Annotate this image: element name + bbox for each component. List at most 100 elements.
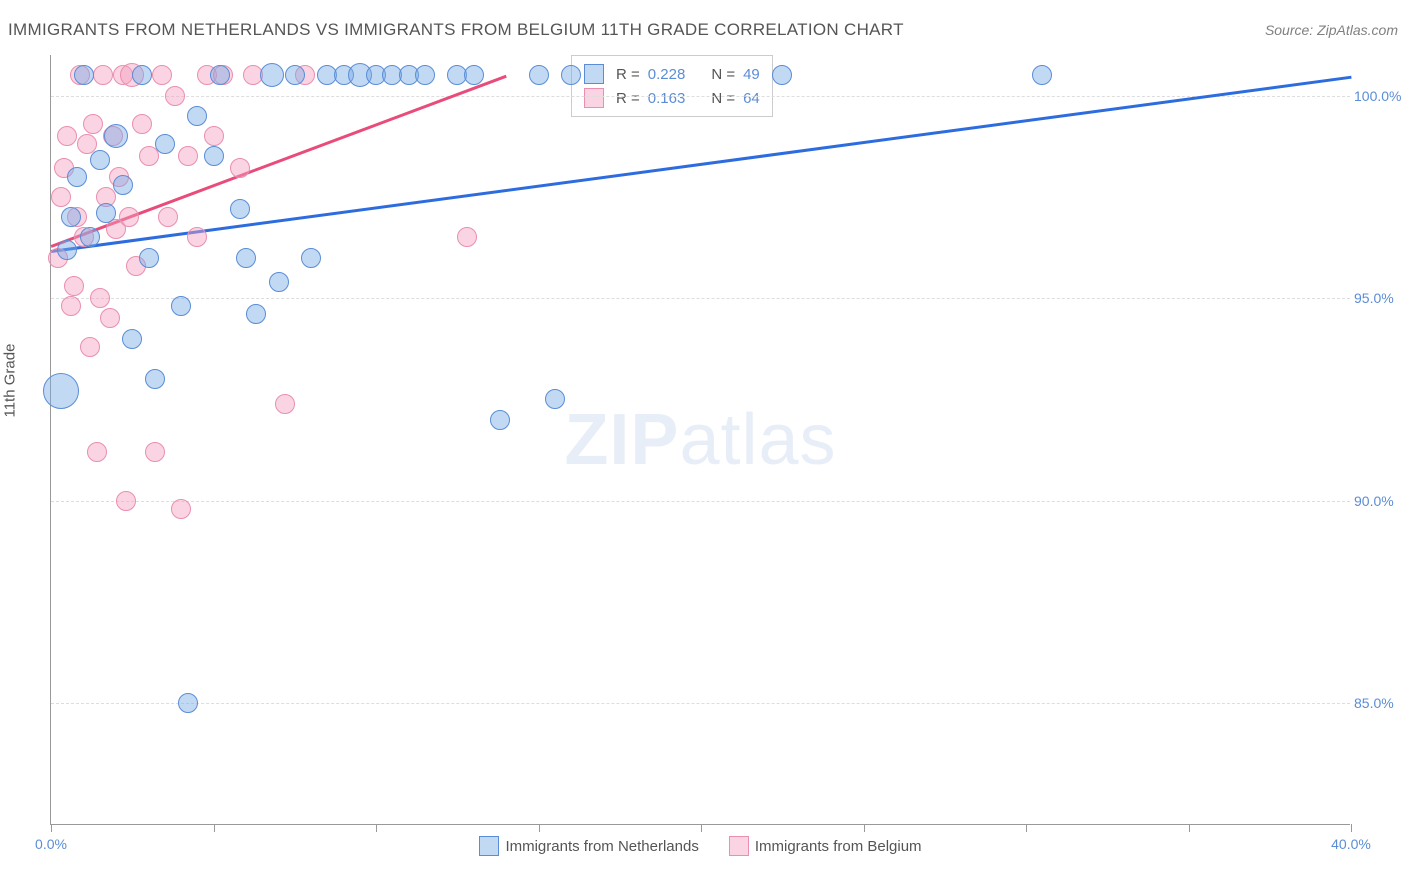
scatter-point xyxy=(119,207,139,227)
legend-item-netherlands: Immigrants from Netherlands xyxy=(479,836,698,856)
watermark-bold: ZIP xyxy=(564,400,679,480)
scatter-point xyxy=(158,207,178,227)
scatter-point xyxy=(132,65,152,85)
scatter-point xyxy=(1032,65,1052,85)
scatter-point xyxy=(171,296,191,316)
scatter-point xyxy=(561,65,581,85)
scatter-point xyxy=(269,272,289,292)
legend-swatch-belgium xyxy=(584,88,604,108)
legend-label-netherlands: Immigrants from Netherlands xyxy=(505,838,698,855)
scatter-point xyxy=(43,373,79,409)
x-tick xyxy=(539,824,540,832)
scatter-point xyxy=(93,65,113,85)
gridline xyxy=(51,298,1350,299)
scatter-point xyxy=(529,65,549,85)
scatter-point xyxy=(87,442,107,462)
scatter-point xyxy=(132,114,152,134)
scatter-point xyxy=(545,389,565,409)
scatter-point xyxy=(104,124,128,148)
x-tick xyxy=(1189,824,1190,832)
x-tick xyxy=(1351,824,1352,832)
scatter-point xyxy=(90,150,110,170)
x-tick xyxy=(51,824,52,832)
scatter-point xyxy=(96,203,116,223)
r-label: R = xyxy=(616,90,640,107)
scatter-point xyxy=(116,491,136,511)
scatter-point xyxy=(178,146,198,166)
n-value-belgium: 64 xyxy=(743,90,760,107)
scatter-point xyxy=(100,308,120,328)
scatter-point xyxy=(275,394,295,414)
scatter-point xyxy=(61,207,81,227)
x-tick xyxy=(376,824,377,832)
scatter-point xyxy=(464,65,484,85)
watermark-rest: atlas xyxy=(679,400,836,480)
scatter-point xyxy=(285,65,305,85)
scatter-plot-area: ZIPatlas R = 0.228 N = 49 R = 0.163 N = … xyxy=(50,55,1350,825)
scatter-point xyxy=(187,227,207,247)
scatter-point xyxy=(230,199,250,219)
scatter-point xyxy=(246,304,266,324)
scatter-point xyxy=(83,114,103,134)
n-value-netherlands: 49 xyxy=(743,66,760,83)
scatter-point xyxy=(67,167,87,187)
x-tick xyxy=(701,824,702,832)
gridline xyxy=(51,501,1350,502)
source-attribution: Source: ZipAtlas.com xyxy=(1265,22,1398,38)
title-bar: IMMIGRANTS FROM NETHERLANDS VS IMMIGRANT… xyxy=(8,20,1398,40)
y-tick-label: 95.0% xyxy=(1354,290,1406,306)
scatter-point xyxy=(80,227,100,247)
y-tick-label: 85.0% xyxy=(1354,695,1406,711)
scatter-point xyxy=(260,63,284,87)
scatter-point xyxy=(230,158,250,178)
scatter-point xyxy=(113,175,133,195)
legend-swatch-belgium xyxy=(729,836,749,856)
correlation-legend: R = 0.228 N = 49 R = 0.163 N = 64 xyxy=(571,55,773,117)
y-tick-label: 100.0% xyxy=(1354,88,1406,104)
scatter-point xyxy=(57,126,77,146)
x-tick xyxy=(1026,824,1027,832)
r-label: R = xyxy=(616,66,640,83)
scatter-point xyxy=(772,65,792,85)
gridline xyxy=(51,703,1350,704)
scatter-point xyxy=(61,296,81,316)
n-label: N = xyxy=(711,90,735,107)
x-tick xyxy=(864,824,865,832)
scatter-point xyxy=(171,499,191,519)
scatter-point xyxy=(74,65,94,85)
scatter-point xyxy=(152,65,172,85)
r-value-belgium: 0.163 xyxy=(648,90,686,107)
x-tick-label: 40.0% xyxy=(1331,836,1371,852)
scatter-point xyxy=(301,248,321,268)
series-legend: Immigrants from Netherlands Immigrants f… xyxy=(51,836,1350,856)
scatter-point xyxy=(145,369,165,389)
y-tick-label: 90.0% xyxy=(1354,493,1406,509)
x-tick-label: 0.0% xyxy=(35,836,67,852)
legend-swatch-netherlands xyxy=(584,64,604,84)
scatter-point xyxy=(51,187,71,207)
legend-row-netherlands: R = 0.228 N = 49 xyxy=(584,62,760,86)
scatter-point xyxy=(64,276,84,296)
gridline xyxy=(51,96,1350,97)
y-axis-label: 11th Grade xyxy=(2,344,19,418)
scatter-point xyxy=(187,106,207,126)
scatter-point xyxy=(236,248,256,268)
scatter-point xyxy=(178,693,198,713)
scatter-point xyxy=(490,410,510,430)
x-tick xyxy=(214,824,215,832)
scatter-point xyxy=(145,442,165,462)
scatter-point xyxy=(80,337,100,357)
scatter-point xyxy=(155,134,175,154)
scatter-point xyxy=(210,65,230,85)
scatter-point xyxy=(415,65,435,85)
scatter-point xyxy=(165,86,185,106)
legend-swatch-netherlands xyxy=(479,836,499,856)
scatter-point xyxy=(204,126,224,146)
scatter-point xyxy=(457,227,477,247)
legend-row-belgium: R = 0.163 N = 64 xyxy=(584,86,760,110)
legend-item-belgium: Immigrants from Belgium xyxy=(729,836,922,856)
scatter-point xyxy=(204,146,224,166)
watermark: ZIPatlas xyxy=(564,399,836,481)
chart-title: IMMIGRANTS FROM NETHERLANDS VS IMMIGRANT… xyxy=(8,20,904,40)
r-value-netherlands: 0.228 xyxy=(648,66,686,83)
